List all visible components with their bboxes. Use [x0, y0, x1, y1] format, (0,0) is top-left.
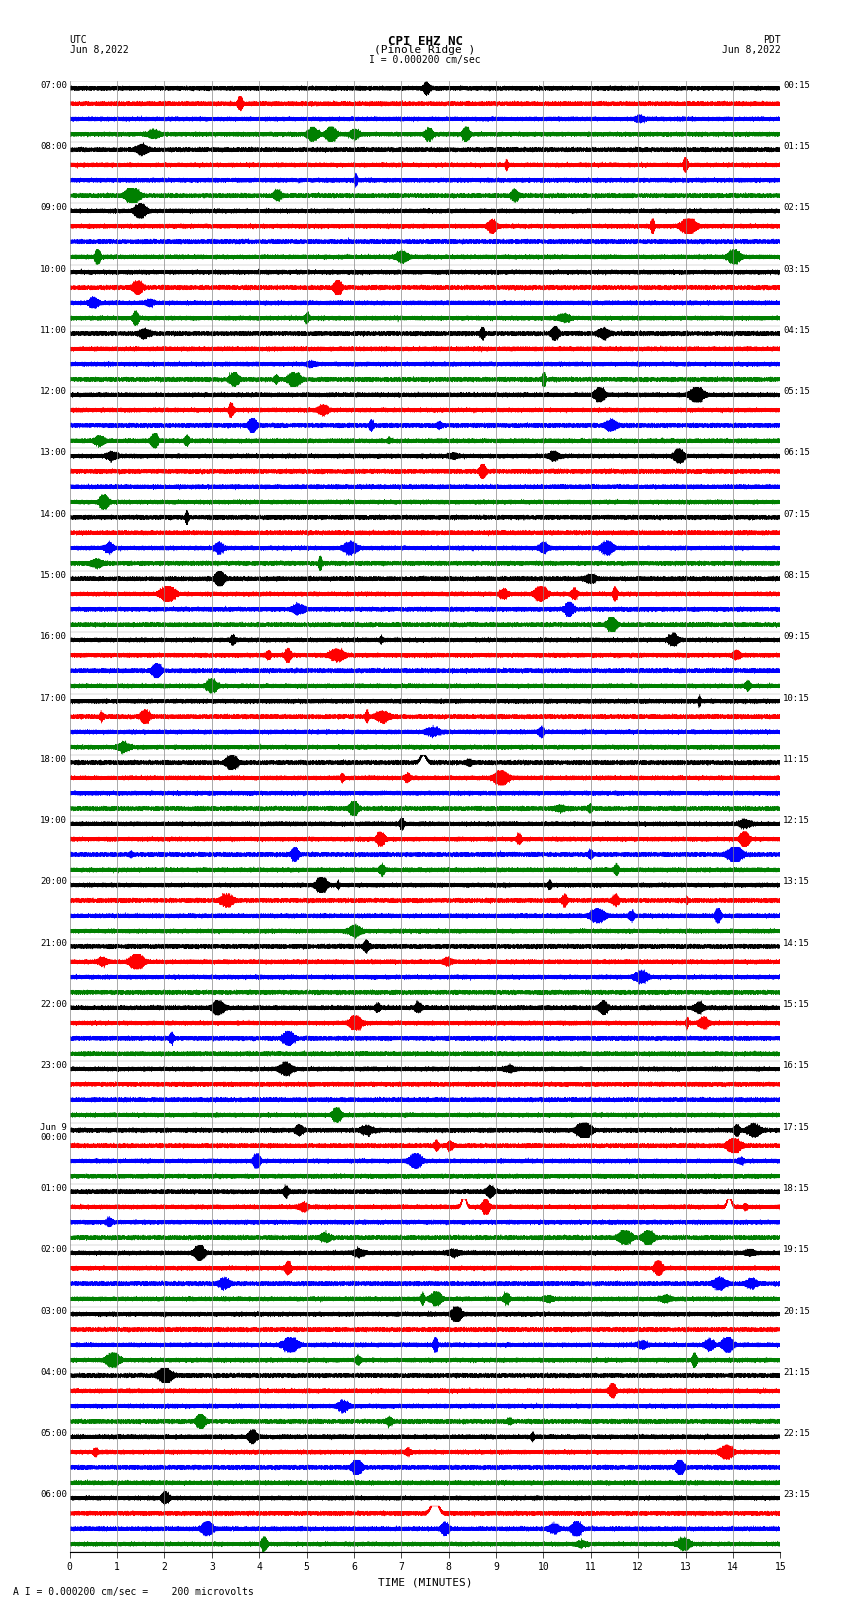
X-axis label: TIME (MINUTES): TIME (MINUTES) [377, 1578, 473, 1587]
Text: Jun 8,2022: Jun 8,2022 [70, 45, 128, 55]
Text: I = 0.000200 cm/sec: I = 0.000200 cm/sec [369, 55, 481, 65]
Text: PDT: PDT [762, 35, 780, 45]
Text: Jun 8,2022: Jun 8,2022 [722, 45, 780, 55]
Text: A I = 0.000200 cm/sec =    200 microvolts: A I = 0.000200 cm/sec = 200 microvolts [13, 1587, 253, 1597]
Text: (Pinole Ridge ): (Pinole Ridge ) [374, 45, 476, 55]
Text: UTC: UTC [70, 35, 88, 45]
Text: CPI EHZ NC: CPI EHZ NC [388, 35, 462, 48]
